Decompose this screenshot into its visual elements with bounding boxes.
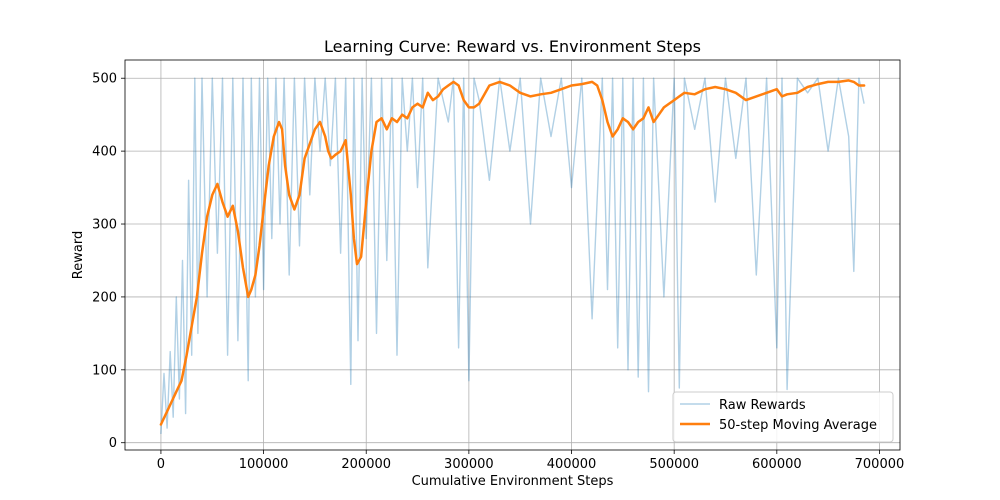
legend-box: [672, 391, 894, 443]
y-tick-label: 400: [92, 145, 117, 160]
y-tick-label: 100: [92, 363, 117, 378]
x-tick-label: 400000: [547, 457, 597, 472]
series-line-moving-average: [159, 79, 866, 426]
x-tick-label: 0: [157, 457, 165, 472]
x-tick-label: 500000: [649, 457, 699, 472]
series-line-raw-rewards: [160, 77, 865, 435]
grid-lines: [125, 60, 900, 450]
legend: Raw Rewards 50-step Moving Average: [672, 391, 894, 443]
y-axis-label: Reward: [71, 231, 86, 279]
legend-label-raw-rewards: Raw Rewards: [719, 398, 806, 413]
y-tick-label: 0: [109, 436, 117, 451]
x-tick-label: 600000: [752, 457, 802, 472]
y-tick-label: 500: [92, 72, 117, 87]
axes-frame: [124, 59, 901, 451]
x-tick-label: 300000: [444, 457, 494, 472]
plot-area: [159, 77, 866, 435]
x-axis-label: Cumulative Environment Steps: [412, 474, 614, 489]
x-tick-label: 100000: [239, 457, 289, 472]
y-tick-label: 300: [92, 218, 117, 233]
x-tick-label: 200000: [341, 457, 391, 472]
x-tick-label: 700000: [855, 457, 905, 472]
chart-title: Learning Curve: Reward vs. Environment S…: [324, 37, 701, 56]
axis-ticks: 0 100000 200000 300000 400000 500000 600000 700…: [92, 72, 904, 472]
y-tick-label: 200: [92, 290, 117, 305]
legend-label-moving-average: 50-step Moving Average: [719, 418, 877, 433]
